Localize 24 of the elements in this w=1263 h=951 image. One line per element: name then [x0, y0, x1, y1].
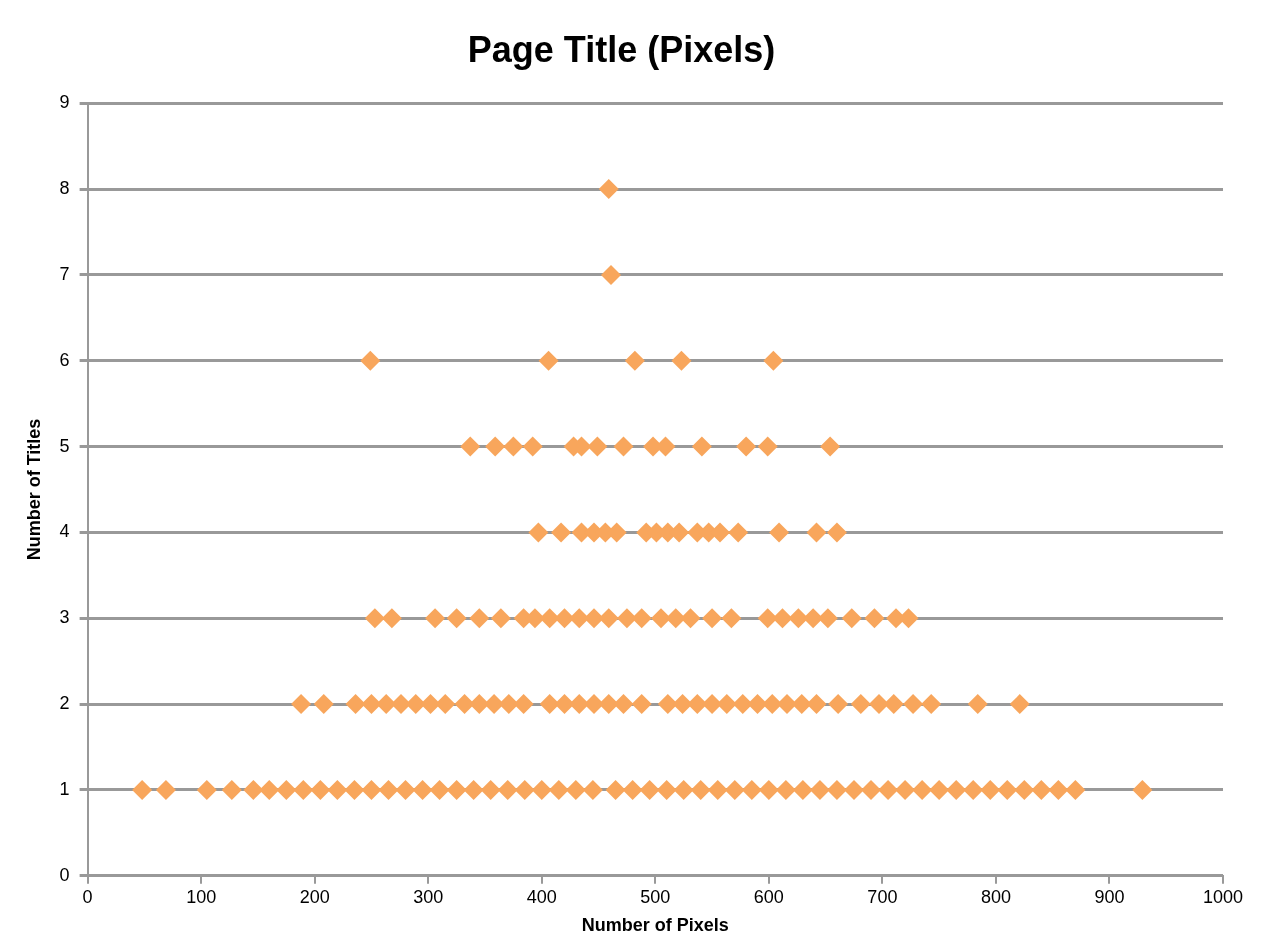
y-tick-label: 2 — [59, 693, 70, 714]
x-tick-label: 800 — [980, 886, 1011, 907]
y-tick-label: 9 — [59, 92, 70, 113]
y-tick-label: 6 — [59, 349, 70, 370]
x-tick-label: 600 — [753, 886, 784, 907]
x-tick-label: 0 — [82, 886, 93, 907]
y-tick-label: 4 — [59, 521, 70, 542]
y-axis-title: Number of Titles — [23, 418, 44, 561]
y-tick-label: 8 — [59, 178, 70, 199]
x-tick-label: 400 — [526, 886, 557, 907]
x-tick-label: 900 — [1094, 886, 1125, 907]
chart-title: Page Title (Pixels) — [467, 28, 776, 70]
x-tick-label: 200 — [299, 886, 330, 907]
x-tick-label: 1000 — [1202, 886, 1244, 907]
y-tick-label: 3 — [59, 607, 70, 628]
x-tick-label: 500 — [640, 886, 671, 907]
x-tick-label: 700 — [867, 886, 898, 907]
x-tick-label: 100 — [186, 886, 217, 907]
x-tick-label: 300 — [413, 886, 444, 907]
y-tick-label: 0 — [59, 864, 70, 885]
x-axis-title: Number of Pixels — [581, 915, 729, 936]
y-tick-label: 7 — [59, 263, 70, 284]
y-tick-label: 1 — [59, 778, 70, 799]
y-tick-label: 5 — [59, 435, 70, 456]
